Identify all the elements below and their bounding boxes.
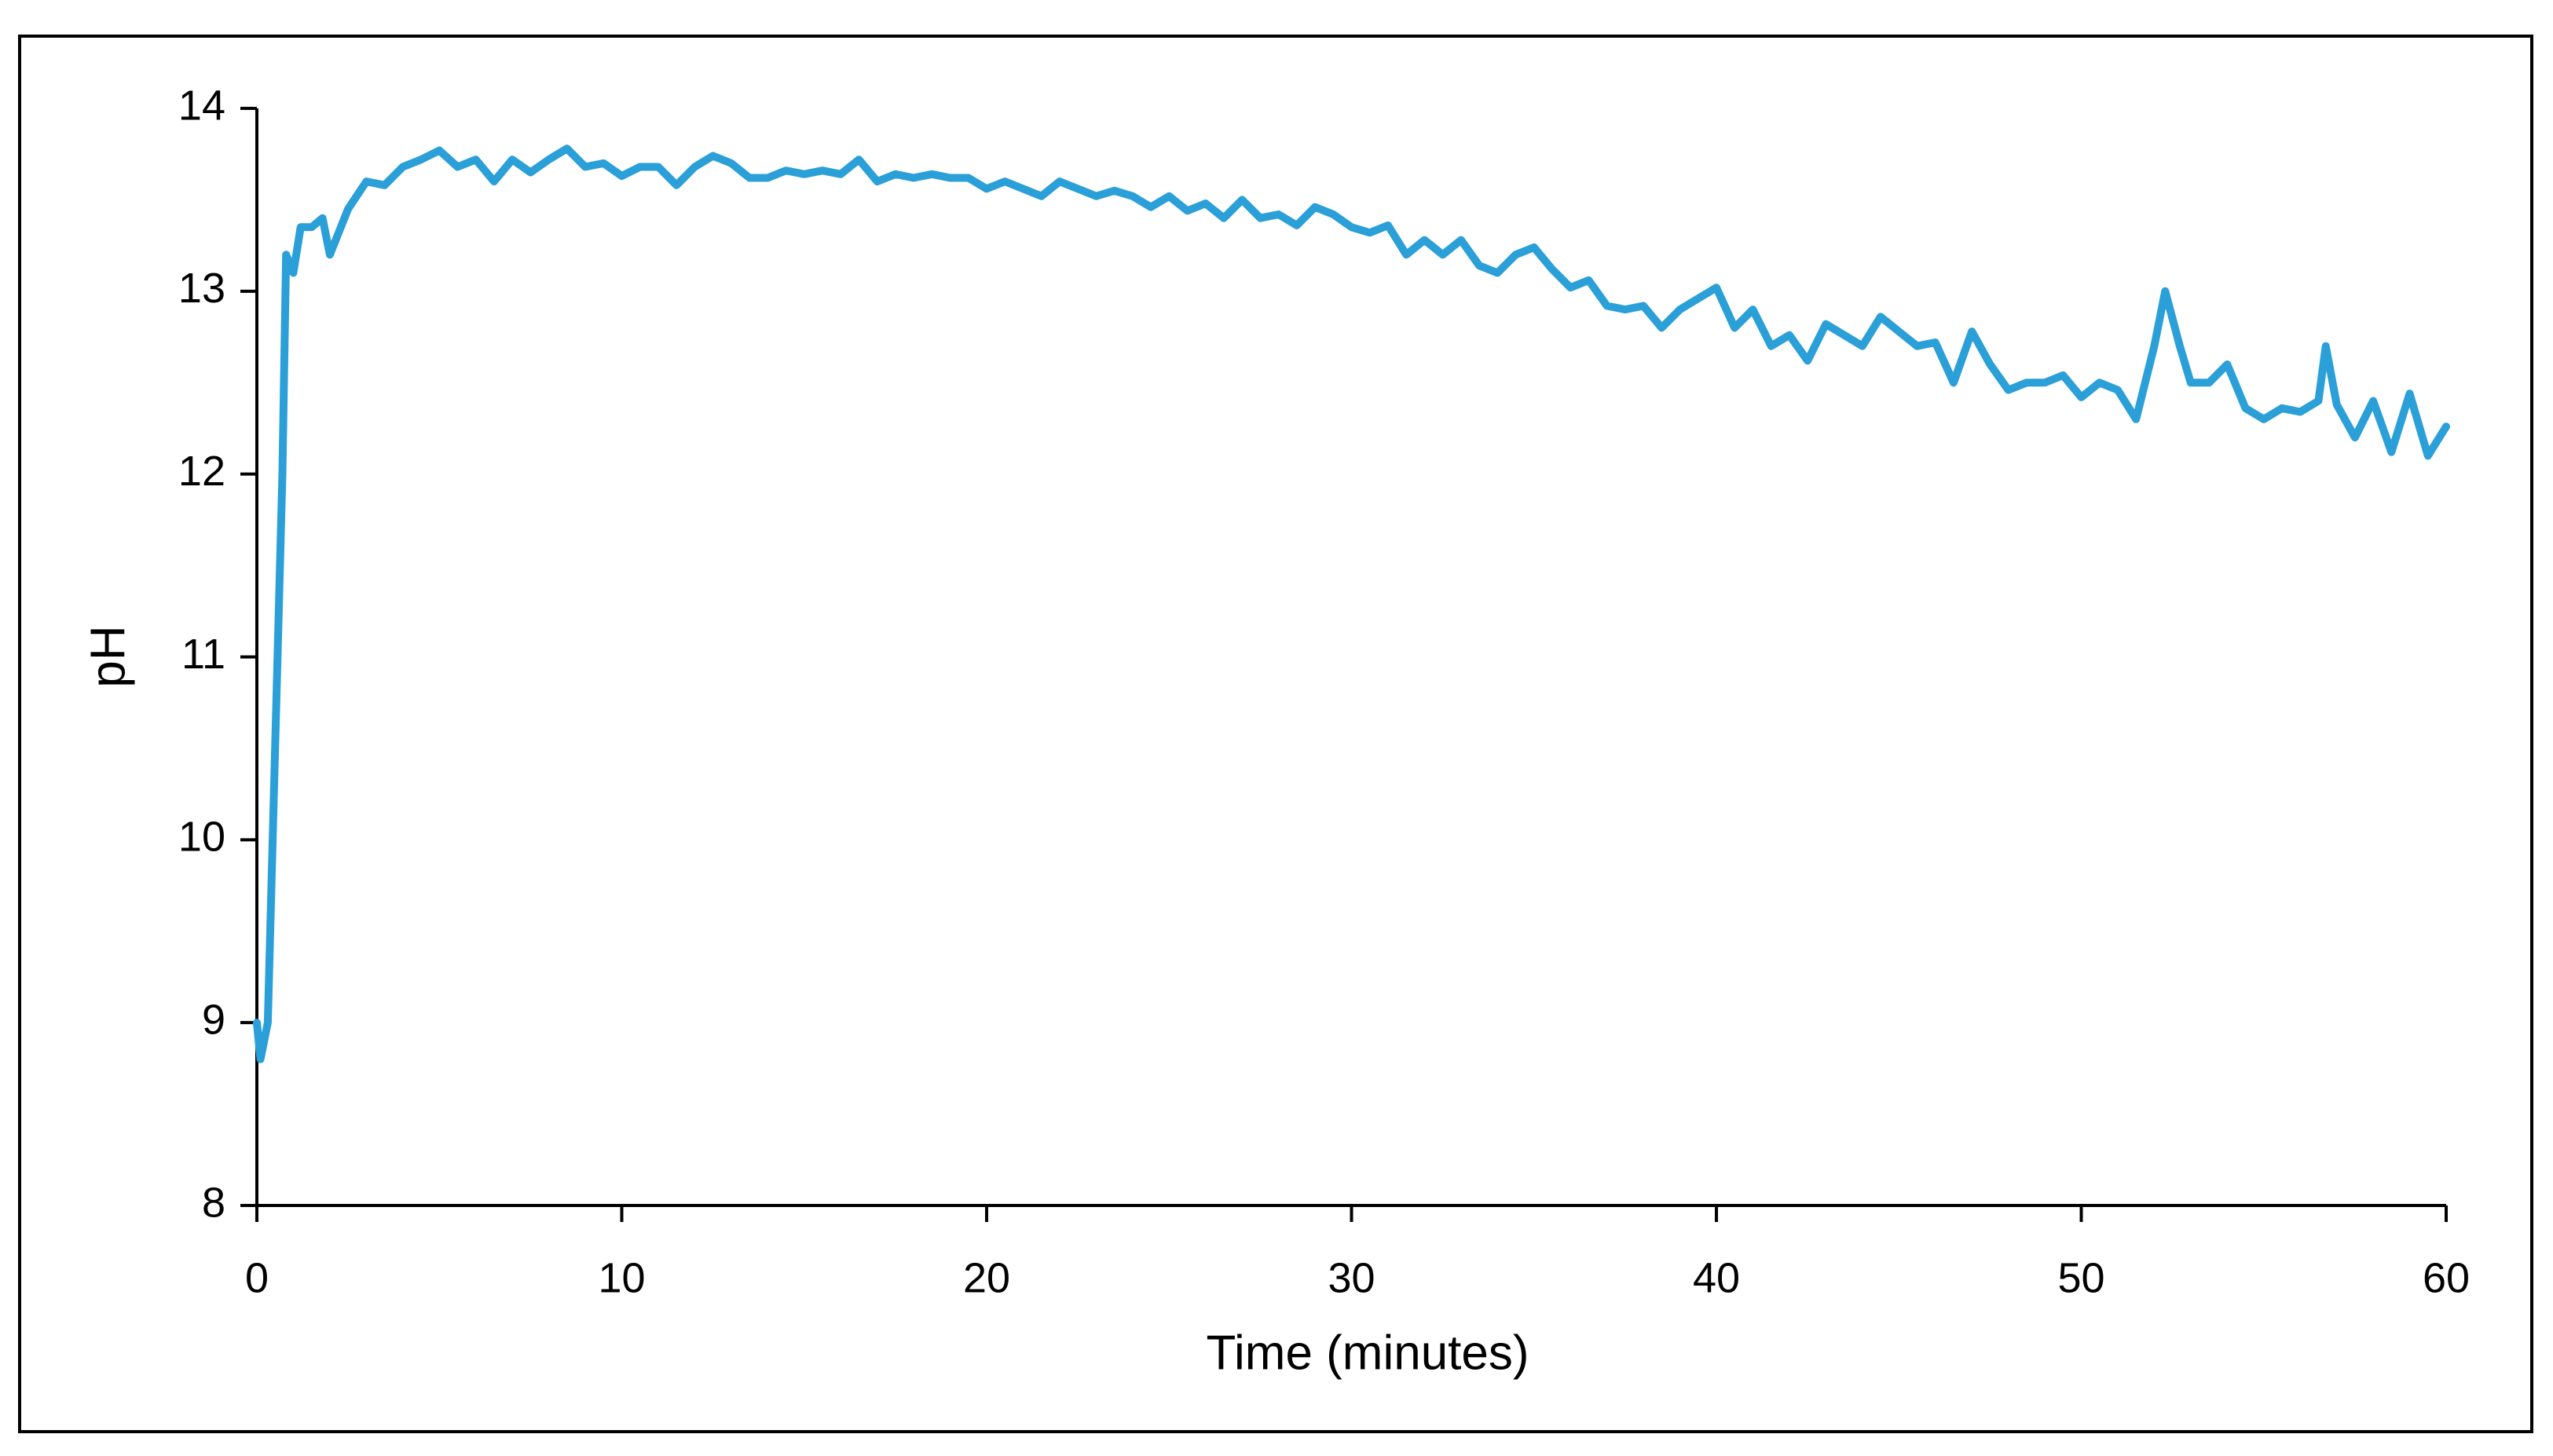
x-tick-label: 60 bbox=[2423, 1254, 2470, 1301]
x-tick-label: 0 bbox=[245, 1254, 269, 1301]
x-tick-label: 20 bbox=[963, 1254, 1010, 1301]
chart-border bbox=[18, 35, 2533, 1433]
data-line bbox=[253, 145, 2450, 1063]
y-tick-label: 8 bbox=[202, 1179, 225, 1226]
y-axis-label: pH bbox=[81, 625, 135, 687]
x-tick-label: 40 bbox=[1693, 1254, 1740, 1301]
x-axis-label: Time (minutes) bbox=[1206, 1326, 1529, 1380]
y-tick-label: 9 bbox=[202, 996, 225, 1043]
y-tick-label: 11 bbox=[181, 631, 225, 678]
y-tick-label: 12 bbox=[178, 448, 225, 495]
y-tick-label: 14 bbox=[178, 82, 225, 129]
y-tick-label: 10 bbox=[178, 814, 225, 861]
y-tick-label: 13 bbox=[178, 265, 225, 312]
x-tick-label: 50 bbox=[2057, 1254, 2104, 1301]
x-tick-label: 30 bbox=[1328, 1254, 1375, 1301]
x-tick-label: 10 bbox=[598, 1254, 645, 1301]
